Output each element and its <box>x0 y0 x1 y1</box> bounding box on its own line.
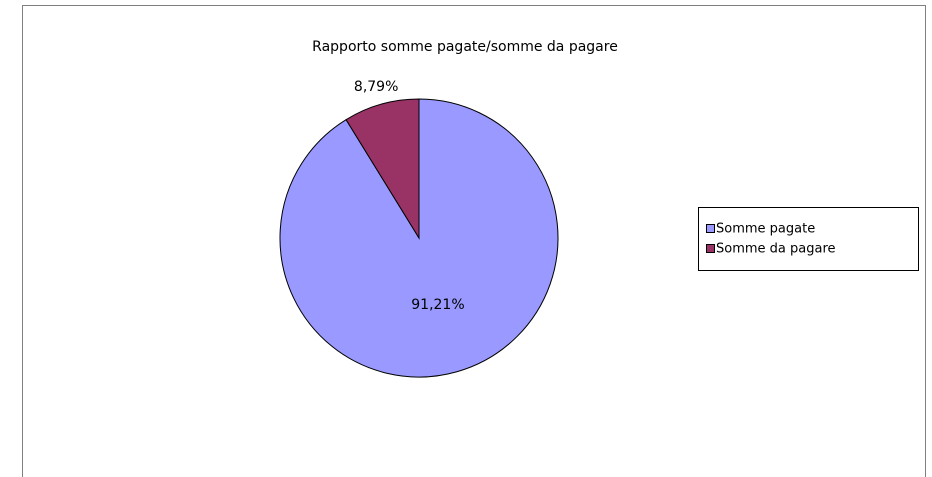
legend-swatch <box>706 224 715 233</box>
pie-slice <box>345 98 420 240</box>
data-label: 91,21% <box>411 297 464 313</box>
chart-title: Rapporto somme pagate/somme da pagare <box>312 39 618 55</box>
legend-label: Somme pagate <box>716 222 815 237</box>
legend-box <box>698 207 919 271</box>
legend-swatch <box>706 244 715 253</box>
data-label: 8,79% <box>354 79 398 95</box>
legend-label: Somme da pagare <box>716 242 836 257</box>
